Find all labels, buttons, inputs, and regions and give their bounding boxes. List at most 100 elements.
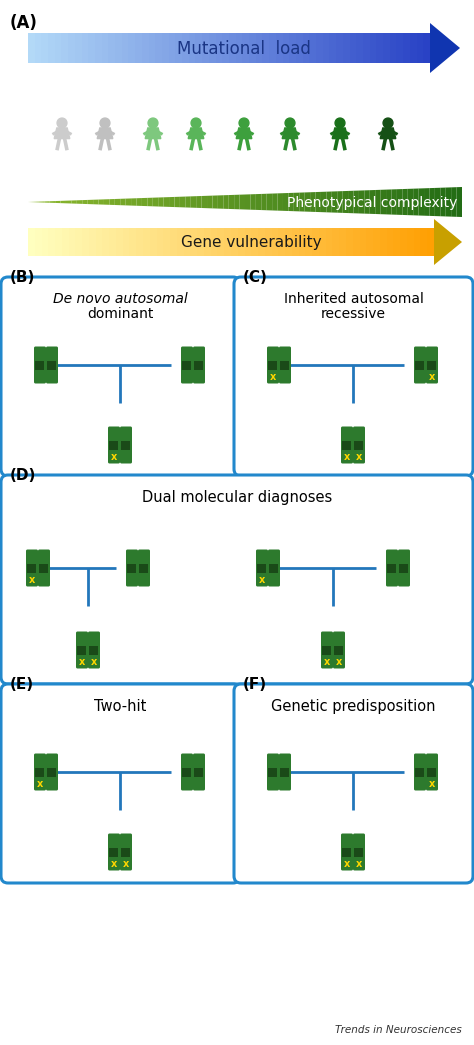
Bar	[164, 228, 170, 256]
Bar	[109, 228, 116, 256]
Bar	[139, 563, 148, 573]
Bar	[383, 33, 390, 63]
Bar	[343, 33, 350, 63]
Bar	[355, 441, 364, 449]
Bar	[310, 33, 316, 63]
Text: (F): (F)	[243, 677, 267, 692]
Text: x: x	[344, 452, 350, 462]
Bar	[278, 228, 285, 256]
FancyBboxPatch shape	[193, 347, 205, 384]
FancyBboxPatch shape	[34, 347, 46, 384]
Polygon shape	[402, 189, 408, 215]
Text: x: x	[111, 859, 117, 869]
Bar	[332, 228, 339, 256]
Bar	[346, 228, 353, 256]
Polygon shape	[299, 192, 305, 211]
Text: Gene vulnerability: Gene vulnerability	[181, 235, 321, 251]
Bar	[102, 33, 109, 63]
FancyBboxPatch shape	[138, 550, 150, 586]
Bar	[88, 33, 95, 63]
Bar	[69, 228, 75, 256]
Bar	[169, 33, 175, 63]
Polygon shape	[88, 200, 93, 204]
Polygon shape	[77, 201, 82, 204]
Bar	[75, 228, 82, 256]
Text: x: x	[344, 859, 350, 869]
FancyBboxPatch shape	[108, 834, 120, 870]
Polygon shape	[109, 199, 115, 205]
Bar	[390, 33, 396, 63]
Bar	[400, 563, 409, 573]
Polygon shape	[245, 194, 250, 210]
Text: Trends in Neurosciences: Trends in Neurosciences	[335, 1025, 462, 1035]
Polygon shape	[196, 196, 201, 208]
Bar	[238, 228, 245, 256]
FancyBboxPatch shape	[353, 426, 365, 464]
Bar	[197, 228, 204, 256]
Bar	[75, 33, 82, 63]
Polygon shape	[44, 202, 50, 203]
Bar	[55, 33, 62, 63]
FancyBboxPatch shape	[26, 550, 38, 586]
Bar	[182, 361, 191, 370]
Text: x: x	[356, 859, 362, 869]
Polygon shape	[419, 188, 424, 215]
Bar	[339, 228, 346, 256]
Bar	[292, 228, 299, 256]
FancyBboxPatch shape	[46, 347, 58, 384]
Polygon shape	[174, 196, 180, 207]
Bar	[129, 228, 136, 256]
Bar	[356, 33, 363, 63]
Polygon shape	[435, 188, 440, 216]
FancyBboxPatch shape	[38, 550, 50, 586]
FancyBboxPatch shape	[279, 347, 291, 384]
Bar	[269, 33, 276, 63]
Polygon shape	[288, 193, 294, 211]
Bar	[216, 33, 222, 63]
Polygon shape	[55, 201, 61, 203]
Bar	[135, 33, 142, 63]
Bar	[263, 33, 269, 63]
Polygon shape	[207, 195, 212, 208]
Bar	[121, 847, 130, 857]
Polygon shape	[239, 194, 245, 209]
Bar	[47, 767, 56, 776]
Polygon shape	[201, 195, 207, 208]
Bar	[322, 646, 331, 654]
Polygon shape	[343, 191, 348, 213]
Bar	[128, 563, 137, 573]
Polygon shape	[261, 193, 267, 210]
Bar	[36, 361, 45, 370]
Bar	[427, 228, 434, 256]
Bar	[289, 33, 296, 63]
Polygon shape	[451, 187, 456, 216]
Bar	[194, 361, 203, 370]
FancyBboxPatch shape	[108, 426, 120, 464]
FancyBboxPatch shape	[386, 550, 398, 586]
Bar	[122, 33, 128, 63]
Polygon shape	[66, 201, 72, 204]
Text: Genetic predisposition: Genetic predisposition	[271, 699, 436, 714]
Bar	[316, 33, 323, 63]
FancyBboxPatch shape	[398, 550, 410, 586]
Polygon shape	[332, 127, 348, 139]
Bar	[189, 33, 195, 63]
Bar	[388, 563, 396, 573]
FancyBboxPatch shape	[341, 834, 353, 870]
Bar	[312, 228, 319, 256]
Bar	[236, 33, 242, 63]
Polygon shape	[354, 190, 359, 213]
FancyBboxPatch shape	[234, 684, 473, 883]
Bar	[400, 228, 407, 256]
Polygon shape	[147, 198, 153, 206]
Bar	[366, 228, 373, 256]
Text: (A): (A)	[10, 14, 38, 32]
Circle shape	[239, 118, 249, 127]
Polygon shape	[137, 199, 142, 206]
Text: x: x	[91, 657, 97, 667]
Text: x: x	[259, 575, 265, 585]
Polygon shape	[229, 194, 234, 209]
Bar	[90, 646, 99, 654]
Bar	[102, 228, 109, 256]
Bar	[410, 33, 417, 63]
